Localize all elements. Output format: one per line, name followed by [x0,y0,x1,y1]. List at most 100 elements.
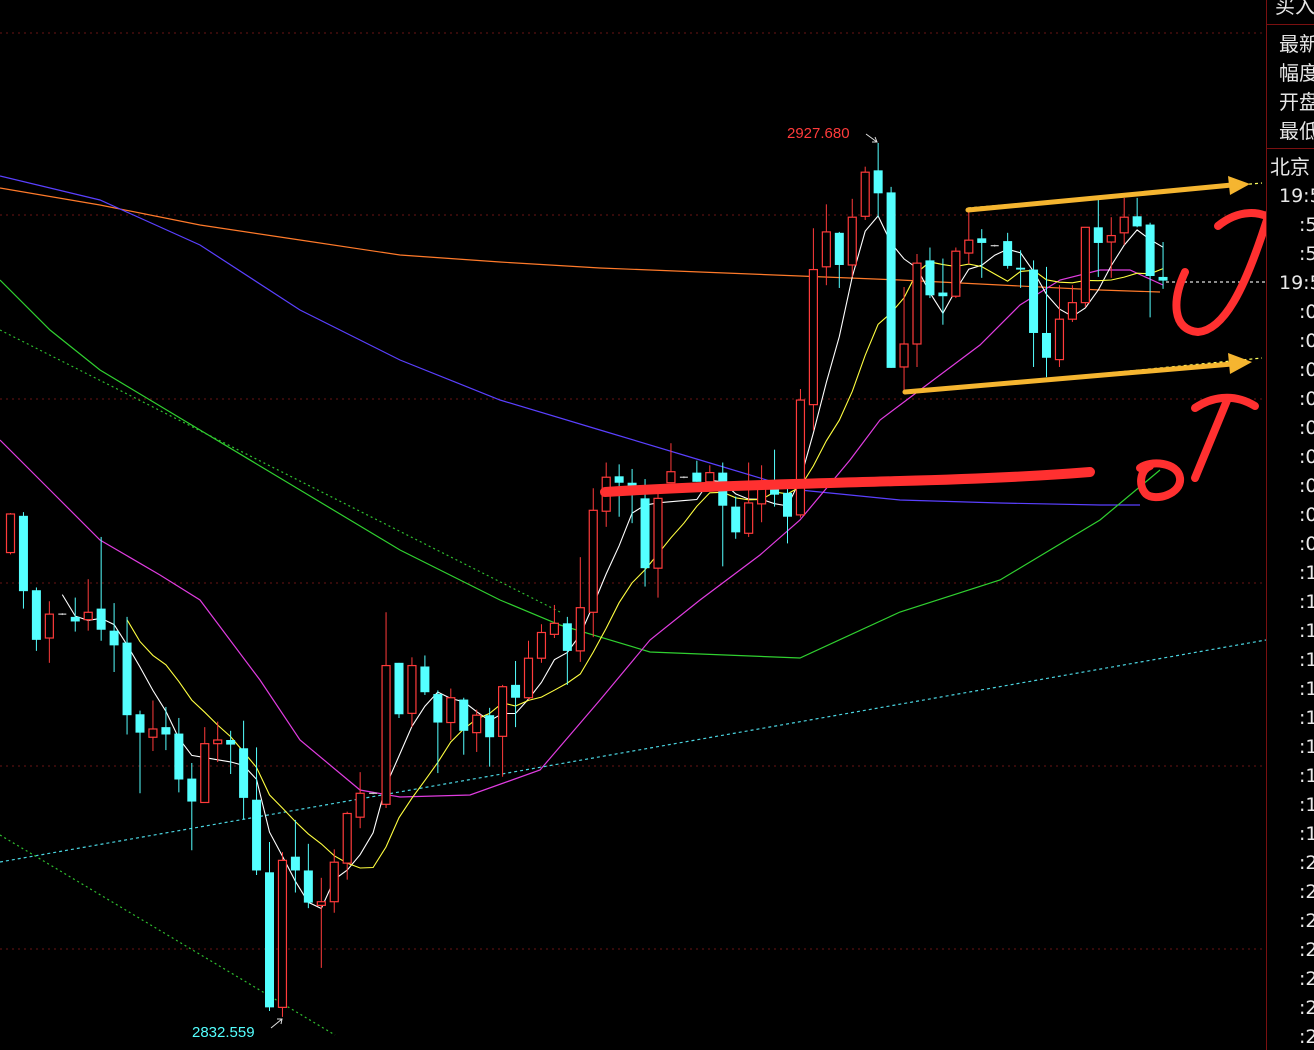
candle-body [1119,216,1129,234]
time-row[interactable]: :2 [1299,881,1314,903]
candle [536,624,547,663]
candle [938,258,948,325]
candle [109,603,119,673]
candle-body [614,476,624,483]
time-row[interactable]: :1 [1299,620,1314,642]
time-row[interactable]: :1 [1299,707,1314,729]
ma-orange-line [0,187,1161,293]
candle-body [290,856,300,871]
candle [718,462,728,567]
time-row[interactable]: :5 [1299,243,1314,265]
time-row[interactable]: :2 [1299,968,1314,990]
candle [731,496,741,539]
candle-body [653,497,663,569]
candle-body [1067,302,1078,320]
candle-body [200,743,210,804]
candle [187,762,197,851]
candle [407,657,417,728]
divider [1267,24,1314,25]
candle [925,247,935,299]
candle-body [355,792,365,818]
time-row[interactable]: :5 [1299,214,1314,236]
candle-body [511,684,521,698]
candle-body [1106,234,1116,243]
time-row[interactable]: :1 [1299,562,1314,584]
candle [977,229,987,278]
time-row[interactable]: :2 [1299,910,1314,932]
time-row[interactable]: :0 [1299,388,1314,410]
trend-line-green-upper [0,329,561,613]
candle [562,616,572,685]
candle [511,660,521,728]
time-row[interactable]: :2 [1299,939,1314,961]
candle-body [1003,241,1013,266]
candle-body [161,727,171,735]
time-row[interactable]: :0 [1299,533,1314,555]
candle [498,684,508,777]
candle [912,253,922,367]
candle-body [265,872,274,1008]
candle-body [31,590,41,640]
time-row[interactable]: :0 [1299,359,1314,381]
candle [1016,250,1026,288]
candle-body [847,216,857,266]
candle-body [666,471,676,484]
candle [705,465,715,485]
time-row[interactable]: :0 [1299,475,1314,497]
time-row[interactable]: :1 [1299,823,1314,845]
time-row[interactable]: :1 [1299,736,1314,758]
candle [5,513,16,555]
candle-body [1093,227,1103,243]
candle [265,841,274,1012]
candle-body [252,799,262,871]
candle [1042,266,1051,378]
time-row[interactable]: 19:5 [1279,272,1314,294]
candle [420,655,430,695]
time-row[interactable]: :1 [1299,765,1314,787]
hand-drawn-annotations [600,176,1266,502]
yellow-arrow-upper [965,182,1235,213]
candle-body [485,715,495,738]
red-support-line [600,467,1095,497]
time-row[interactable]: :0 [1299,446,1314,468]
candle [640,479,650,587]
candle [1145,222,1155,318]
candle [1054,285,1065,367]
candle [523,640,534,700]
candle-body [951,250,961,297]
candle-body [834,232,844,265]
candle-body [5,513,16,554]
time-row[interactable]: :0 [1299,417,1314,439]
time-row[interactable]: :2 [1299,997,1314,1019]
time-row[interactable]: :2 [1299,852,1314,874]
time-row[interactable]: :1 [1299,678,1314,700]
candle [692,460,702,482]
time-row[interactable]: :1 [1299,649,1314,671]
candle-body [303,870,313,903]
candle [316,877,326,968]
time-row[interactable]: :0 [1299,504,1314,526]
candlestick-chart[interactable]: 2927.680 2832.559 [0,0,1266,1050]
candle [200,727,210,804]
time-row[interactable]: :1 [1299,591,1314,613]
time-row[interactable]: :0 [1299,301,1314,323]
time-row[interactable]: :0 [1299,330,1314,352]
time-row[interactable]: :2 [1299,1026,1314,1048]
time-row[interactable]: :1 [1299,794,1314,816]
candle [31,587,41,651]
candle-body [226,739,236,745]
candle [290,819,300,893]
candle-body [588,509,598,613]
candle [174,717,184,793]
candle-body [549,622,560,635]
candle [446,688,456,740]
candle-body [187,778,197,802]
candle [808,228,819,431]
candle [549,604,560,639]
candle [679,476,688,479]
candle [847,198,857,277]
time-row[interactable]: 19:5 [1279,185,1314,207]
candle-body [705,472,715,483]
yellow-arrow-lower [902,361,1235,395]
candle-body [821,231,831,268]
